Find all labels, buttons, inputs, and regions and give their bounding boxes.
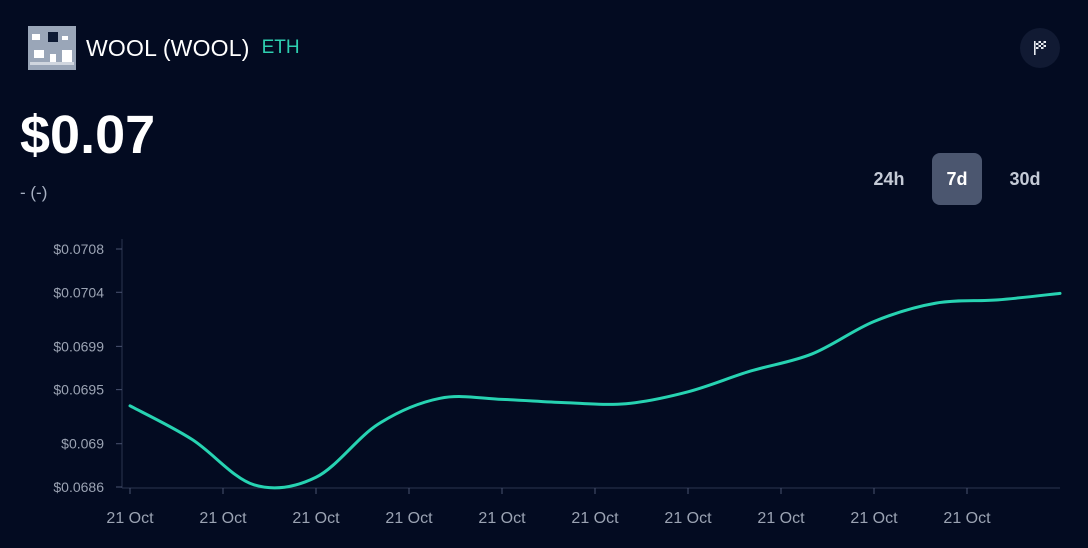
y-tick-label: $0.0704 [53,284,104,300]
x-tick-label: 21 Oct [385,510,433,527]
y-tick-label: $0.069 [61,436,104,452]
flag-icon [1034,41,1046,55]
x-tick-label: 21 Oct [478,510,526,527]
x-tick-label: 21 Oct [757,510,805,527]
y-tick-label: $0.0708 [53,241,104,257]
range-24h-button[interactable]: 24h [873,168,905,189]
x-tick-label: 21 Oct [199,510,247,527]
x-tick-label: 21 Oct [943,510,991,527]
price-change: - (-) [20,183,48,202]
x-tick-label: 21 Oct [106,510,154,527]
y-tick-label: $0.0695 [53,382,104,398]
range-30d-button[interactable]: 30d [1009,168,1041,189]
x-tick-label: 21 Oct [664,510,712,527]
x-tick-label: 21 Oct [571,510,619,527]
x-tick-label: 21 Oct [850,510,898,527]
wool-token-logo-icon [28,26,76,70]
time-range-selector: 24h 7d 30d [864,153,1050,205]
token-header: WOOL (WOOL) ETH [28,26,300,70]
x-tick-label: 21 Oct [292,510,340,527]
y-tick-label: $0.0686 [53,479,104,495]
current-price: $0.07 [20,105,156,165]
y-tick-label: $0.0699 [53,338,104,354]
token-name: WOOL (WOOL) [86,34,250,61]
price-series-line [128,291,1062,490]
flag-button[interactable] [1020,28,1060,68]
range-7d-button[interactable]: 7d [932,153,982,205]
token-chain-badge: ETH [261,37,300,58]
